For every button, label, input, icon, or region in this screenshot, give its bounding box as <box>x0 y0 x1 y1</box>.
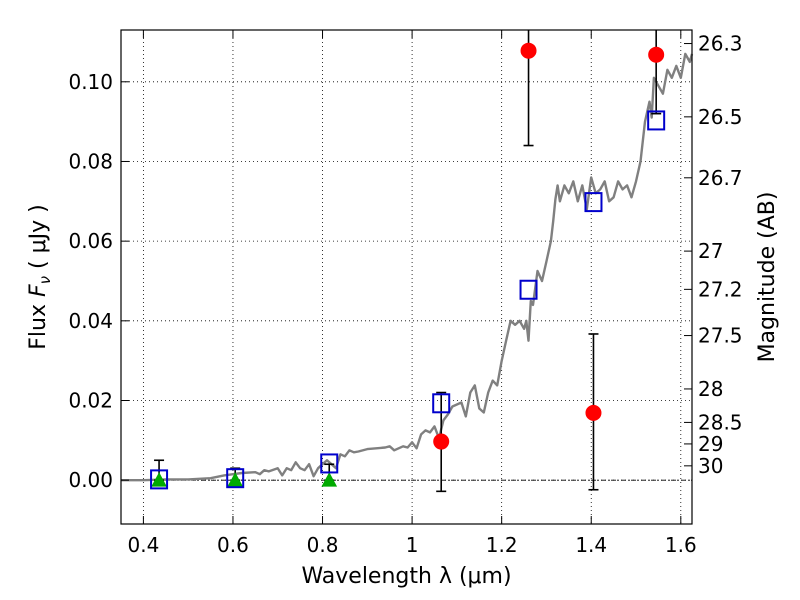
magnitude-tick-label: 29 <box>698 432 723 456</box>
axis-ticks <box>121 30 692 524</box>
y-axis-label-var: F <box>26 284 51 297</box>
blue-square-marker <box>519 279 538 300</box>
red-circle-marker <box>648 46 665 63</box>
y-tick-label: 0.08 <box>68 149 113 173</box>
y-tick-label: 0.00 <box>68 468 113 492</box>
blue-square-marker <box>432 393 451 414</box>
magnitude-tick-label: 27 <box>698 239 723 263</box>
x-axis-label: Wavelength λ (μm) <box>301 564 511 589</box>
x-tick-label: 0.4 <box>127 533 159 557</box>
x-tick-label: 0.8 <box>307 533 339 557</box>
blue-square-marker <box>320 453 339 474</box>
magnitude-tick-label: 27.5 <box>698 324 743 348</box>
green-triangle-marker <box>151 472 167 487</box>
magnitude-tick-label: 27.2 <box>698 277 743 301</box>
y-tick-label: 0.10 <box>68 70 113 94</box>
blue-square-marker <box>584 192 603 213</box>
magnitude-tick-label: 30 <box>698 454 723 478</box>
spectrum-line <box>121 52 694 482</box>
x-tick-label: 1.2 <box>486 533 518 557</box>
y-axis-label-post: ( μJy ) <box>26 204 51 276</box>
x-tick-label: 1 <box>406 533 419 557</box>
x-tick-label: 0.6 <box>217 533 249 557</box>
magnitude-tick-label: 26.3 <box>698 32 743 56</box>
red-circle-marker <box>433 433 450 450</box>
red-circle-marker <box>585 404 602 421</box>
magnitude-tick-label: 28 <box>698 377 723 401</box>
y-tick-label: 0.04 <box>68 309 113 333</box>
spectrum-series <box>121 52 694 482</box>
x-tick-label: 1.6 <box>665 533 697 557</box>
magnitude-tick-label: 26.7 <box>698 166 743 190</box>
blue-square-marker <box>150 469 169 490</box>
error-bars <box>154 30 662 493</box>
photometry-markers <box>150 42 666 490</box>
grid-lines <box>121 30 692 524</box>
blue-square-marker <box>226 468 245 489</box>
y-axis-label: Flux Fν ( μJy ) <box>26 204 54 349</box>
red-circle-marker <box>520 42 537 59</box>
y-tick-label: 0.06 <box>68 229 113 253</box>
x-tick-label: 1.4 <box>575 533 607 557</box>
axis-tick-labels: 0.4 0.6 0.8 1 1.2 1.4 1.6 0.00 0.02 0.04 0.06 0.08 0… <box>68 32 742 557</box>
green-triangle-marker <box>227 472 244 487</box>
blue-square-marker <box>647 110 666 131</box>
plot-frame <box>120 29 693 525</box>
green-triangle-marker <box>321 472 338 487</box>
y-tick-label: 0.02 <box>68 389 113 413</box>
y-axis-label-sub: ν <box>36 276 54 284</box>
magnitude-tick-label: 26.5 <box>698 105 743 129</box>
magnitude-axis-label: Magnitude (AB) <box>755 192 780 363</box>
y-axis-label-pre: Flux <box>26 297 51 350</box>
magnitude-tick-label: 28.5 <box>698 410 743 434</box>
